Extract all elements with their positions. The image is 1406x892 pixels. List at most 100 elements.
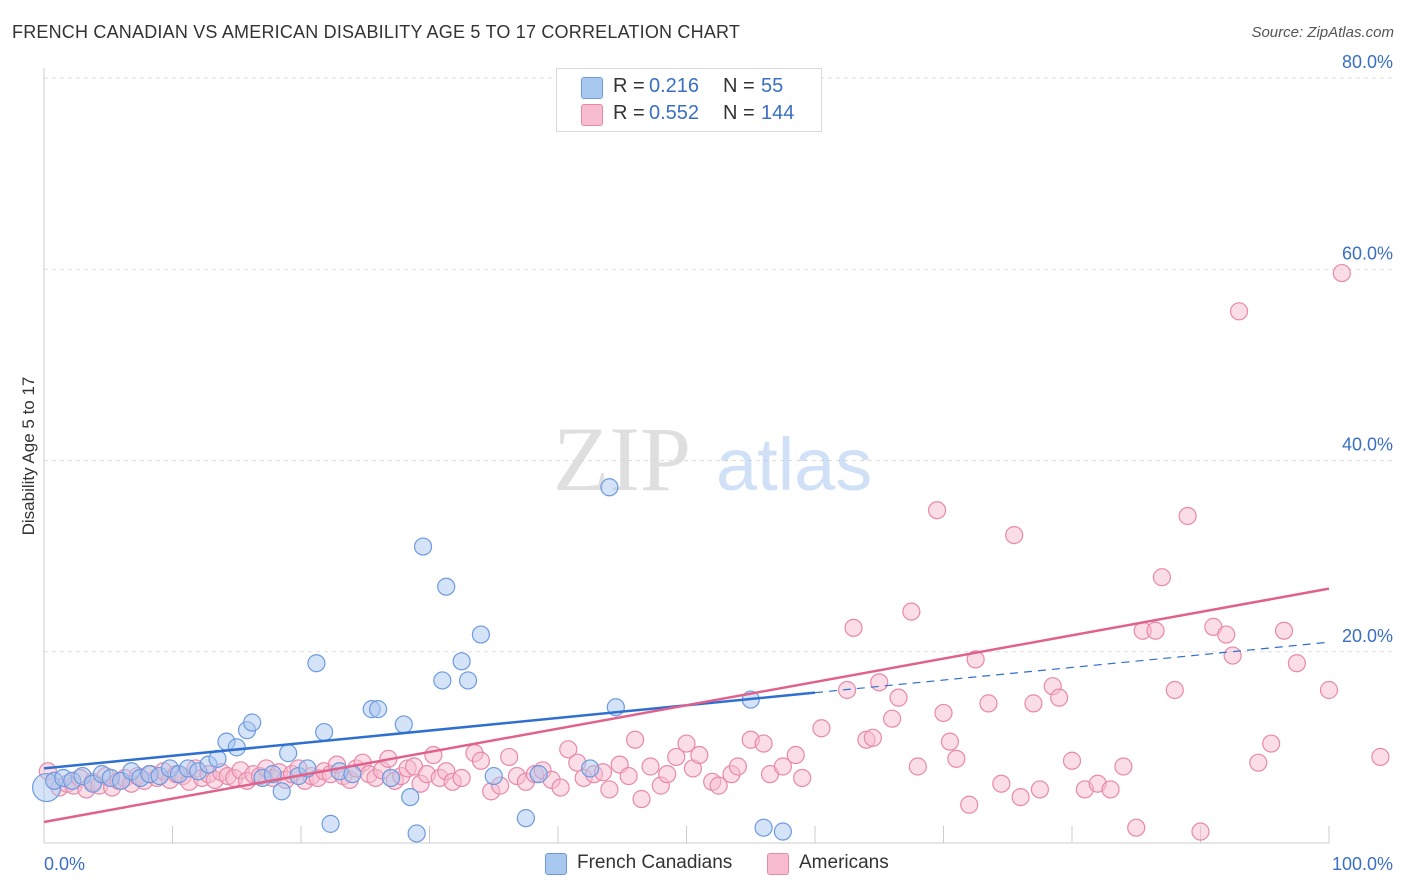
legend-item-americans: Americans — [767, 852, 917, 876]
swatch-americans — [581, 104, 603, 126]
point-french-canadians — [407, 824, 426, 843]
point-americans — [1024, 694, 1043, 713]
point-americans — [908, 757, 927, 776]
point-americans — [667, 747, 686, 767]
y-tick-label: 60.0% — [1342, 243, 1393, 263]
point-americans — [1262, 734, 1281, 753]
tick-labels: 20.0% 40.0% 60.0% 80.0% 0.0% 100.0% — [44, 52, 1393, 874]
point-americans — [1332, 263, 1351, 283]
point-french-canadians — [471, 625, 490, 644]
legend-label-french-canadians: French Canadians — [577, 852, 733, 873]
point-americans — [625, 730, 645, 749]
point-americans — [1319, 680, 1339, 700]
point-americans — [452, 768, 471, 788]
point-americans — [1229, 302, 1249, 321]
watermark-zip: ZIP — [553, 408, 691, 510]
point-americans — [966, 650, 985, 669]
point-americans — [1101, 780, 1120, 799]
point-americans — [559, 740, 578, 759]
point-americans — [1223, 646, 1242, 665]
point-americans — [786, 745, 805, 765]
y-tick-label: 20.0% — [1342, 626, 1393, 646]
point-french-canadians — [321, 814, 340, 833]
r-label: R = — [613, 102, 645, 124]
point-americans — [600, 780, 619, 799]
point-americans — [658, 765, 677, 784]
point-french-canadians — [243, 713, 262, 732]
point-americans — [1249, 753, 1268, 772]
point-americans — [1127, 818, 1146, 837]
point-americans — [1165, 680, 1184, 700]
point-french-canadians — [307, 654, 326, 673]
n-label: N = — [723, 102, 755, 124]
swatch-french-canadians — [581, 77, 603, 99]
point-americans — [1371, 747, 1390, 767]
legend-swatch-french-canadians — [545, 853, 567, 875]
point-french-canadians — [279, 744, 298, 763]
trend-lines — [43, 587, 1330, 824]
point-americans — [902, 602, 921, 621]
point-americans — [1217, 625, 1236, 644]
point-americans — [934, 703, 953, 723]
point-french-canadians — [369, 700, 388, 719]
point-americans — [1011, 787, 1030, 807]
point-americans — [1152, 568, 1172, 587]
point-americans — [927, 501, 947, 520]
point-americans — [677, 734, 696, 753]
point-americans — [1274, 621, 1294, 640]
point-americans — [471, 751, 490, 770]
point-french-canadians — [516, 809, 535, 828]
trend-line-americans — [43, 587, 1330, 824]
point-americans — [1062, 751, 1082, 770]
stats-legend: R = 0.216 N = 55 R = 0.552 N = 144 — [556, 68, 822, 132]
point-french-canadians — [381, 768, 401, 788]
point-french-canadians — [437, 577, 456, 596]
point-americans — [1146, 621, 1165, 640]
n-value: 144 — [761, 102, 795, 124]
point-french-canadians — [600, 478, 619, 497]
point-french-canadians — [272, 782, 291, 801]
point-americans — [844, 618, 863, 637]
point-french-canadians — [484, 766, 503, 786]
point-french-canadians — [754, 818, 773, 837]
point-americans — [812, 719, 831, 738]
legend-item-french-canadians: French Canadians — [545, 852, 745, 876]
point-americans — [1287, 654, 1306, 673]
point-americans — [728, 757, 748, 776]
point-french-canadians — [433, 671, 452, 690]
n-label: N = — [723, 75, 755, 97]
point-americans — [632, 789, 651, 809]
series-french-canadians — [31, 478, 792, 843]
point-americans — [870, 673, 889, 692]
point-americans — [551, 778, 570, 797]
point-americans — [1050, 688, 1069, 707]
point-french-canadians — [227, 738, 246, 757]
r-value: 0.216 — [649, 75, 700, 97]
y-tick-label: 40.0% — [1342, 435, 1393, 455]
point-french-canadians — [394, 715, 413, 734]
point-french-canadians — [773, 822, 792, 841]
point-americans — [1178, 506, 1197, 526]
point-americans — [690, 745, 709, 765]
point-french-canadians — [581, 759, 600, 778]
point-americans — [863, 728, 882, 747]
point-french-canadians — [452, 652, 471, 671]
n-value: 55 — [761, 75, 784, 97]
x-tick-label: 0.0% — [44, 854, 85, 874]
axes — [43, 68, 1330, 844]
trend-line-french-canadians-extension — [814, 641, 1330, 694]
point-americans — [947, 749, 966, 768]
point-french-canadians — [529, 765, 548, 784]
point-americans — [793, 768, 812, 788]
point-americans — [992, 774, 1011, 793]
legend-swatch-americans — [767, 853, 789, 875]
grid-lines — [44, 77, 1392, 653]
x-tick-label: 100.0% — [1332, 854, 1393, 874]
r-value: 0.552 — [649, 102, 700, 124]
r-label: R = — [613, 75, 645, 97]
source-label: Source: ZipAtlas.com — [1251, 24, 1394, 41]
point-americans — [709, 776, 728, 795]
point-americans — [1114, 757, 1133, 776]
point-french-canadians — [315, 722, 334, 742]
point-french-canadians — [458, 671, 478, 690]
